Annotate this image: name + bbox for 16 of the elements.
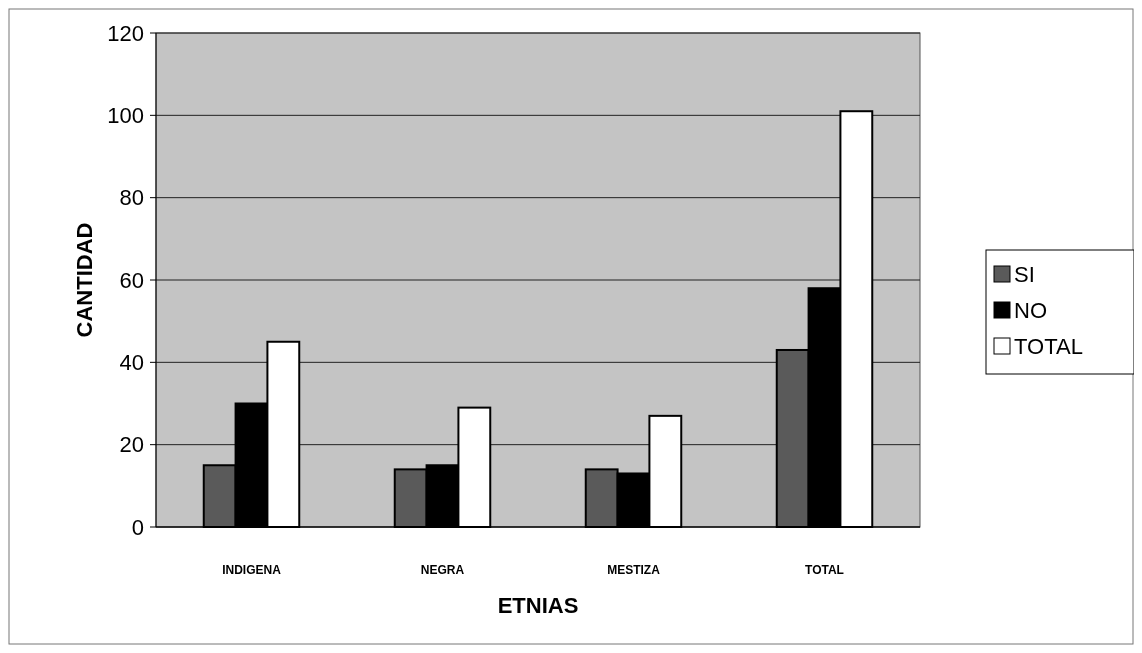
legend-label: NO [1014,297,1047,323]
x-tick-label: MESTIZA [607,563,661,577]
y-tick-label: 20 [119,432,144,458]
x-tick-label: NEGRA [420,563,465,577]
y-tick-label: 40 [119,350,144,376]
y-tick-label: 0 [131,514,144,540]
y-tick-label: 100 [107,103,144,129]
x-tick-label: TOTAL [805,563,844,577]
legend-label: TOTAL [1014,333,1083,359]
legend-label: SI [1014,261,1035,287]
y-tick-label: 60 [119,267,144,293]
y-tick-label: 120 [107,20,144,46]
x-tick-label: INDIGENA [222,563,282,577]
y-tick-label: 80 [119,185,144,211]
x-axis-title: ETNIAS [497,593,579,618]
y-axis-title: CANTIDAD [72,222,97,338]
